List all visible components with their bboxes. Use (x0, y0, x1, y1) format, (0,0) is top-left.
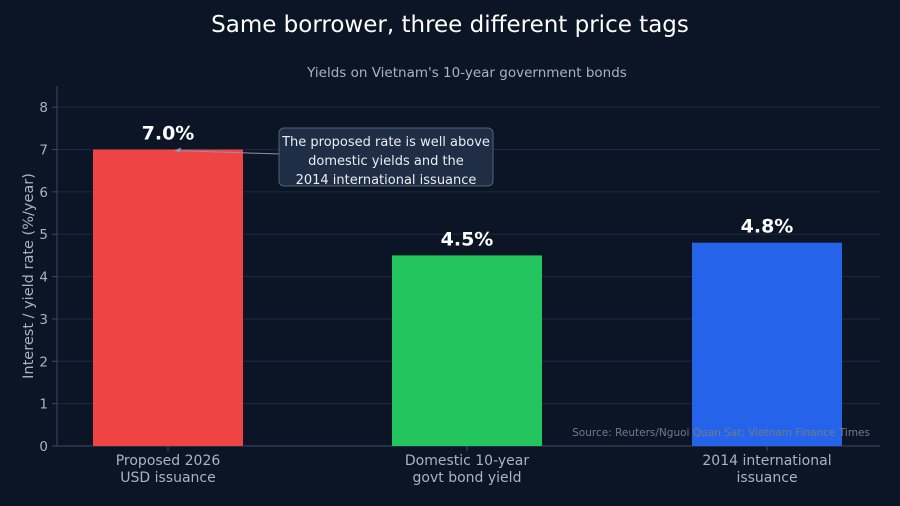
annotation-box (278, 127, 494, 187)
x-tick-label: issuance (736, 470, 797, 486)
chart-subtitle: Yields on Vietnam's 10-year government b… (306, 65, 627, 81)
y-tick-label: 6 (39, 185, 48, 201)
y-tick-label: 0 (39, 439, 48, 455)
data-label: 4.5% (441, 228, 494, 250)
y-tick-label: 5 (39, 227, 48, 243)
annotation-text: domestic yields and the (308, 154, 464, 169)
y-tick-label: 3 (39, 312, 48, 328)
y-tick-label: 2 (39, 354, 48, 370)
x-tick-label: 2014 international (702, 453, 831, 469)
y-tick-label: 7 (39, 143, 48, 159)
x-tick-label: Domestic 10-year (405, 453, 530, 469)
bar (392, 255, 542, 446)
chart-title: Same borrower, three different price tag… (211, 12, 689, 38)
data-label: 4.8% (741, 216, 794, 238)
y-tick-label: 1 (39, 397, 48, 413)
annotation-arrowhead (174, 147, 181, 153)
annotation: The proposed rate is well above domestic … (174, 127, 494, 188)
bar (93, 149, 243, 446)
source-note: Source: Reuters/Nguoi Quan Sat; Vietnam … (572, 427, 870, 439)
annotation-text: The proposed rate is well above (281, 135, 490, 150)
x-tick-label: govt bond yield (413, 470, 522, 486)
annotation-text: 2014 international issuance (296, 173, 477, 188)
annotation-arrow (175, 150, 280, 155)
y-axis-label: Interest / yield rate (%/year) (21, 173, 37, 379)
data-label: 7.0% (142, 123, 195, 145)
y-tick-label: 8 (39, 100, 48, 116)
y-tick-label: 4 (39, 270, 48, 286)
x-tick-label: USD issuance (120, 470, 215, 486)
x-tick-label: Proposed 2026 (116, 453, 221, 469)
bar (692, 242, 842, 446)
